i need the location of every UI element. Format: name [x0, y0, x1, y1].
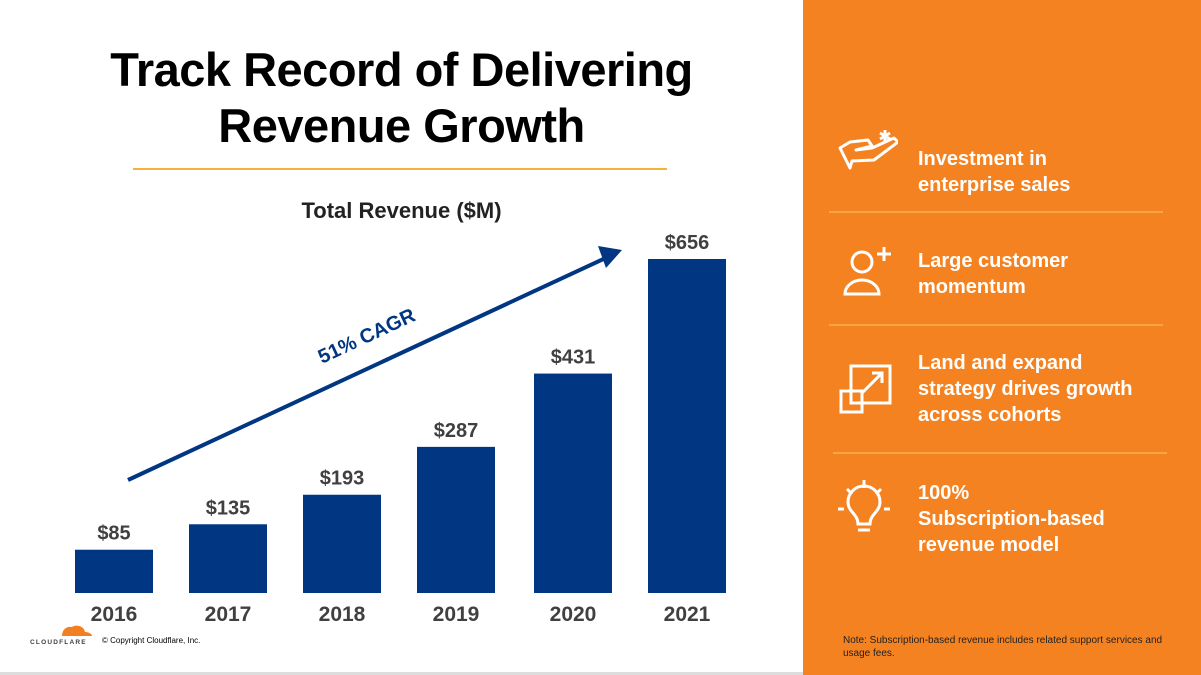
highlight-item-customer-momentum: Large customer momentum [918, 248, 1068, 300]
item-text: Land and expand [918, 352, 1083, 374]
x-tick-label: 2017 [205, 603, 252, 626]
item-text: enterprise sales [918, 174, 1071, 196]
data-label: $193 [320, 468, 365, 490]
x-tick-label: 2018 [319, 603, 366, 626]
cloudflare-logo: CLOUDFLARE [30, 625, 92, 646]
title-line-1: Track Record of Delivering [110, 43, 693, 96]
x-tick-label: 2020 [550, 603, 597, 626]
chart-title: Total Revenue ($M) [301, 198, 502, 223]
highlight-item-subscription: 100% Subscription-based revenue model [918, 480, 1105, 558]
item-text: strategy drives growth [918, 378, 1133, 400]
footnote: Note: Subscription-based revenue include… [843, 635, 1163, 659]
highlight-item-land-expand: Land and expand strategy drives growth a… [918, 350, 1133, 428]
highlight-item-enterprise-sales: Investment in enterprise sales [918, 146, 1070, 198]
bar-2020 [534, 373, 612, 593]
item-text: across cohorts [918, 404, 1062, 426]
data-label: $656 [665, 232, 710, 254]
svg-text:CLOUDFLARE: CLOUDFLARE [30, 639, 87, 646]
bar-2021 [648, 259, 726, 593]
item-text: Large customer [918, 250, 1069, 272]
data-label: $135 [206, 497, 251, 519]
item-text: 100% [918, 482, 970, 504]
divider [829, 211, 1163, 213]
x-tick-label: 2021 [664, 603, 711, 626]
expand-squares-icon [839, 364, 892, 414]
bottom-border [0, 672, 803, 675]
item-text: Investment in [918, 148, 1047, 170]
revenue-bar-chart: $85 2016 $135 2017 $193 2018 $287 2019 $431 2020 $… [75, 232, 726, 626]
add-user-icon [843, 247, 891, 296]
bar-2019 [417, 446, 495, 593]
x-tick-label: 2016 [91, 603, 138, 626]
copyright: © Copyright Cloudflare, Inc. [102, 636, 201, 645]
divider [829, 324, 1163, 326]
x-tick-label: 2019 [433, 603, 480, 626]
cagr-arrow [127, 253, 613, 482]
data-label: $85 [97, 523, 130, 545]
title-line-2: Revenue Growth [218, 99, 585, 152]
data-label: $431 [551, 347, 596, 369]
bar-2018 [303, 494, 381, 593]
title-divider [133, 168, 667, 170]
bar-2016 [75, 549, 153, 593]
page-title: Track Record of Delivering Revenue Growt… [0, 42, 803, 154]
divider [833, 452, 1167, 454]
bar-2017 [189, 524, 267, 593]
cagr-annotation: 51% CAGR [315, 304, 419, 368]
highlights-panel [803, 0, 1201, 675]
item-text: Subscription-based [918, 508, 1105, 530]
item-text: revenue model [918, 534, 1060, 556]
hand-with-asterisk-icon [838, 130, 898, 170]
cagr-arrowhead [598, 246, 622, 268]
data-label: $287 [434, 420, 479, 442]
item-text: momentum [918, 276, 1026, 298]
lightbulb-icon [838, 480, 890, 532]
